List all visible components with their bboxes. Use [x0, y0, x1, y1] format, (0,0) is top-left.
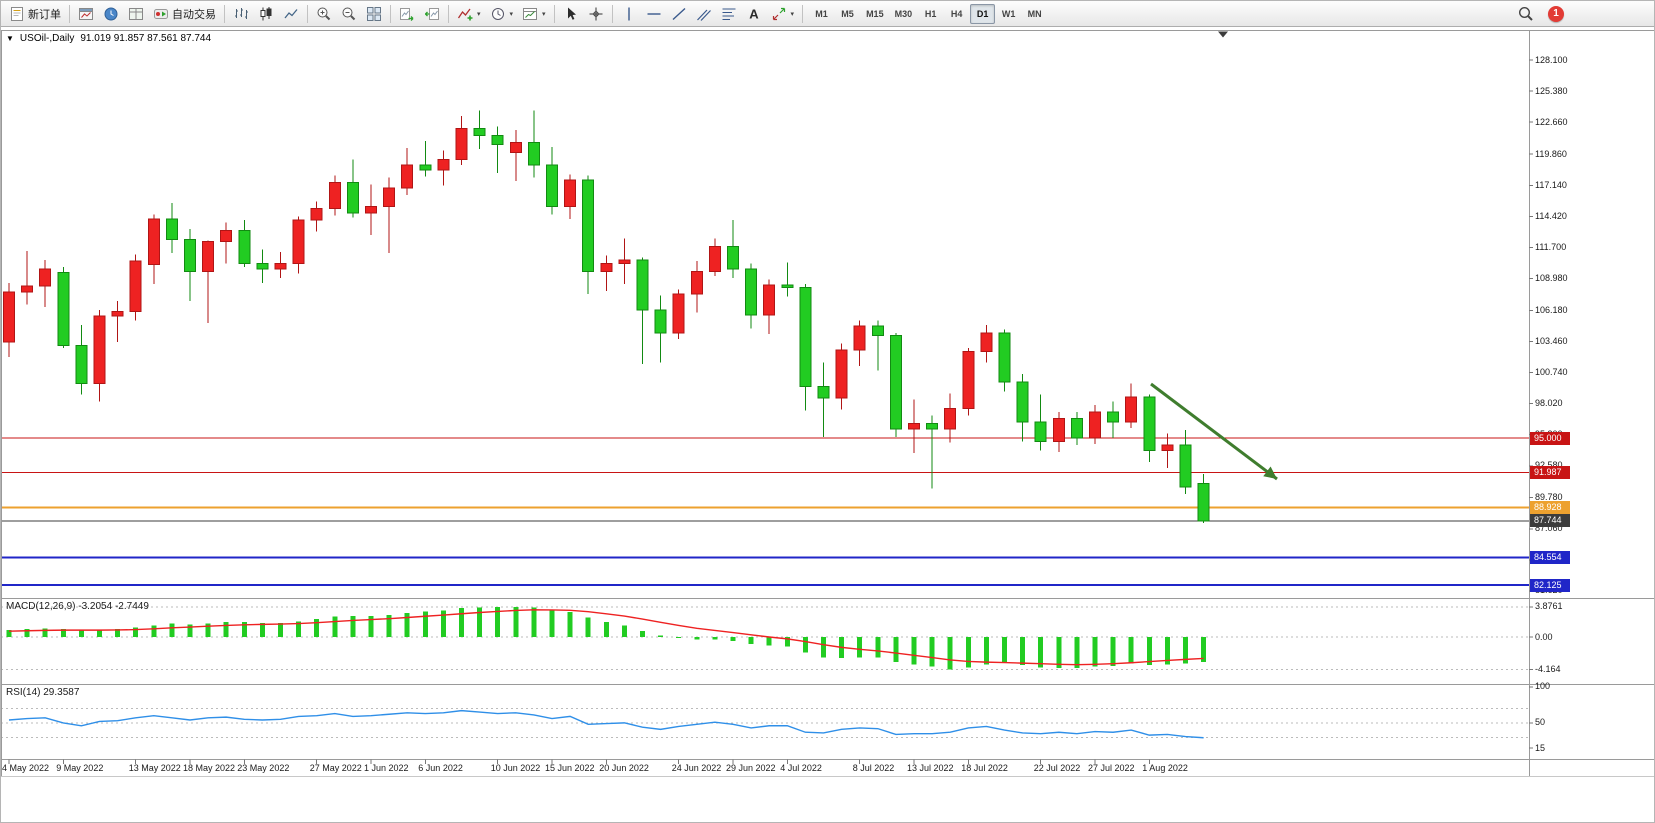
chart-frame [1, 30, 1654, 777]
tile-icon [367, 6, 381, 21]
macd-signal-line [8, 609, 1204, 666]
toolbar-separator [448, 4, 449, 23]
notification-badge[interactable]: 1 [1548, 5, 1564, 22]
trendline-button[interactable] [667, 3, 691, 25]
crosshair-icon [589, 7, 603, 20]
linechart-icon [284, 8, 298, 18]
toolbar-separator [224, 4, 225, 23]
timeframe-m30-button[interactable]: M30 [890, 4, 918, 24]
autotrade-icon [154, 8, 168, 19]
candlesticks [3, 110, 1210, 524]
scroll-to-end-marker[interactable] [1218, 31, 1228, 38]
autotrade-button[interactable]: 自动交易 [149, 3, 220, 25]
channel-icon [696, 9, 711, 21]
toolbar-separator [802, 4, 804, 23]
timeframe-h4-button[interactable]: H4 [944, 4, 969, 24]
caret-down-icon: ▾ [509, 10, 514, 18]
chart-window: ▼ USOil-,Daily 91.019 91.857 87.561 87.7… [1, 27, 1654, 822]
vline-icon [627, 7, 630, 20]
auto-scroll-button[interactable] [395, 3, 419, 25]
templates-button[interactable]: ▾ [518, 3, 550, 25]
chart-canvas [1, 30, 1654, 777]
timeframe-mn-button[interactable]: MN [1022, 4, 1047, 24]
timeframe-m5-button[interactable]: M5 [835, 4, 860, 24]
caret-down-icon: ▾ [790, 10, 795, 18]
zoom-out-icon [342, 7, 356, 20]
toolbar-separator [553, 4, 555, 23]
toolbar-separator [69, 4, 70, 23]
trendline-icon [672, 7, 686, 20]
search-icon [1518, 6, 1533, 21]
toolbar-right-group: 1 [1514, 3, 1564, 25]
zoom-out-button[interactable] [337, 3, 361, 25]
fibonacci-button[interactable] [717, 3, 741, 25]
macd-histogram [6, 606, 1207, 670]
timeframe-w1-button[interactable]: W1 [996, 4, 1021, 24]
data-window-button[interactable] [124, 3, 148, 25]
new-order-button[interactable]: 新订单 [5, 3, 65, 25]
periods-button[interactable]: ▾ [486, 3, 518, 25]
toolbar-separator [390, 4, 391, 23]
arrows-button[interactable]: ▾ [767, 3, 799, 25]
chart-window-icon [79, 7, 93, 20]
axis-ticks [8, 59, 1533, 764]
autotrade-button-label: 自动交易 [172, 8, 216, 21]
vertical-line-button[interactable] [617, 3, 641, 25]
candlestick-chart-button[interactable] [254, 3, 278, 25]
indicator-add-icon [457, 8, 473, 20]
bar-chart-button[interactable] [229, 3, 253, 25]
timeframe-group: M1 M5 M15 M30 H1 H4 D1 W1 MN [809, 3, 1047, 24]
market-watch-icon [104, 7, 118, 20]
toolbar-separator [611, 4, 613, 23]
cursor-button[interactable] [559, 3, 583, 25]
price-level-lines [1, 437, 1529, 587]
new-order-button-label: 新订单 [28, 8, 61, 21]
trend-arrow-annotation[interactable] [1150, 382, 1278, 481]
indicators-button[interactable]: ▾ [453, 3, 485, 25]
new-order-icon [11, 6, 23, 21]
toolbar-separator [307, 4, 308, 23]
template-icon [523, 7, 538, 20]
chart-shift-button[interactable] [420, 3, 444, 25]
clock-icon [491, 7, 504, 20]
rsi-line [8, 709, 1204, 739]
text-icon: A [749, 6, 759, 21]
chart-shift-icon [425, 7, 439, 20]
cursor-icon [567, 7, 576, 20]
auto-scroll-icon [400, 7, 414, 21]
timeframe-d1-button[interactable]: D1 [970, 3, 996, 24]
market-watch-button[interactable] [99, 3, 123, 25]
arrows-icon [772, 7, 785, 20]
main-toolbar: 新订单 自动交易 ▾ ▾ ▾ A ▾ M1 M5 M15 M30 H1 H4 D1 W1 MN 1 [1, 1, 1654, 27]
bars-icon [235, 7, 248, 19]
tile-windows-button[interactable] [362, 3, 386, 25]
charts-button[interactable] [74, 3, 98, 25]
equidistant-channel-button[interactable] [692, 3, 716, 25]
candles-icon [260, 6, 272, 20]
text-label-button[interactable]: A [742, 3, 766, 25]
caret-down-icon: ▾ [542, 10, 546, 18]
timeframe-m15-button[interactable]: M15 [861, 4, 889, 24]
line-chart-button[interactable] [279, 3, 303, 25]
svg-text:A: A [749, 6, 759, 21]
caret-down-icon: ▾ [477, 10, 481, 18]
timeframe-h1-button[interactable]: H1 [918, 4, 943, 24]
data-window-icon [129, 7, 143, 20]
fibo-icon [722, 8, 736, 20]
horizontal-line-button[interactable] [642, 3, 666, 25]
zoom-in-button[interactable] [312, 3, 336, 25]
crosshair-button[interactable] [584, 3, 608, 25]
hline-icon [647, 12, 661, 15]
search-button[interactable] [1514, 3, 1538, 25]
timeframe-m1-button[interactable]: M1 [809, 4, 834, 24]
zoom-in-icon [317, 7, 331, 20]
